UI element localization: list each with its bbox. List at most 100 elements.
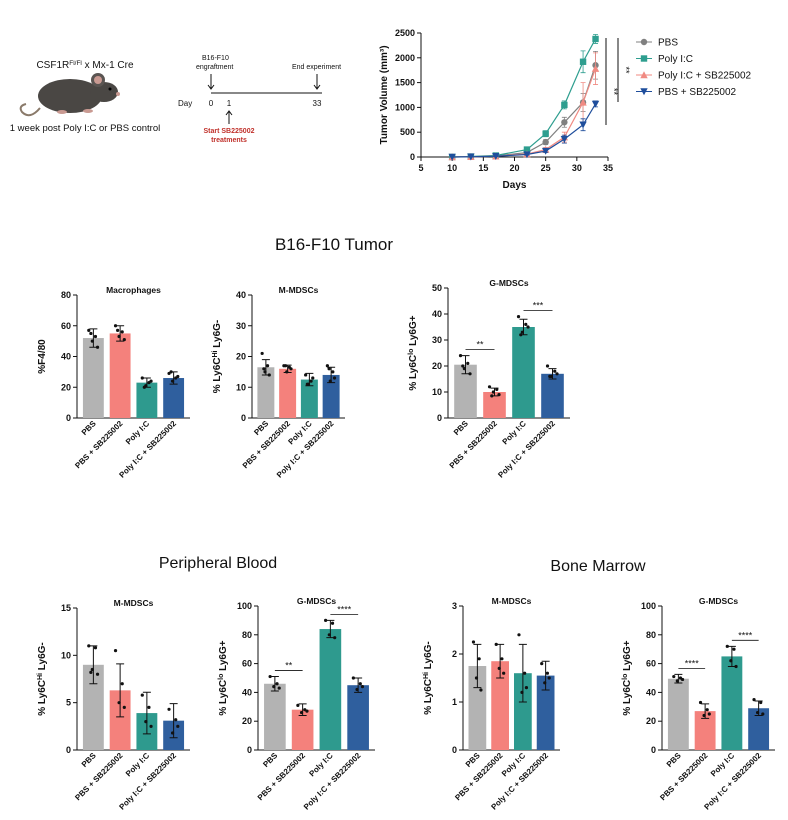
data-point xyxy=(328,379,332,383)
bar xyxy=(512,327,535,418)
significance-label: ** xyxy=(476,340,484,350)
data-point xyxy=(167,707,171,711)
y-tick-label: 20 xyxy=(432,361,442,371)
marker xyxy=(561,119,568,126)
bar xyxy=(291,709,314,750)
data-point xyxy=(333,636,337,640)
significance-label: **** xyxy=(337,604,352,614)
data-point xyxy=(309,379,313,383)
data-point xyxy=(755,710,760,715)
y-tick-label: 2 xyxy=(452,649,457,659)
data-point xyxy=(262,367,266,371)
data-point xyxy=(169,370,173,374)
data-point xyxy=(555,372,559,376)
data-point xyxy=(140,693,144,697)
data-point xyxy=(260,351,264,356)
y-tick-label: 1000 xyxy=(395,102,415,112)
y-tick-label: 0 xyxy=(410,152,415,162)
bar xyxy=(694,711,716,750)
data-point xyxy=(553,369,557,373)
y-axis-label-part: % Ly6C xyxy=(423,679,434,715)
y-axis-label-sup: Hi xyxy=(37,673,44,680)
data-point xyxy=(93,334,98,339)
y-tick-label: 0 xyxy=(437,413,442,423)
data-point xyxy=(272,685,276,689)
y-axis-label-part: Ly6G- xyxy=(423,641,434,672)
y-tick-label: 60 xyxy=(646,659,656,669)
data-point xyxy=(358,682,362,686)
data-point xyxy=(170,379,175,383)
data-point xyxy=(147,705,151,710)
bar xyxy=(483,392,506,418)
data-point xyxy=(729,659,733,663)
bar xyxy=(82,664,104,750)
chart-title: G-MDSCs xyxy=(297,596,336,606)
engraftment-label: engraftment xyxy=(196,64,233,71)
data-point xyxy=(725,644,729,648)
bar xyxy=(491,661,509,750)
series-line xyxy=(452,65,597,158)
engraftment-label: B16-F10 xyxy=(202,55,229,62)
mouse-title: CSF1RFl/Fl x Mx-1 Cre xyxy=(36,60,134,72)
y-tick-label: 10 xyxy=(236,382,246,392)
y-axis-label: % Ly6Clo Ly6G+ xyxy=(408,315,420,390)
data-point xyxy=(545,671,549,675)
marker xyxy=(492,153,500,160)
data-point xyxy=(545,364,550,368)
bar xyxy=(322,374,340,418)
data-point xyxy=(263,370,267,374)
marker xyxy=(579,98,587,106)
marker xyxy=(542,138,549,146)
bar xyxy=(347,685,369,750)
y-tick-label: 3 xyxy=(452,601,457,611)
bar xyxy=(541,373,564,418)
data-point xyxy=(117,334,121,339)
data-point xyxy=(120,682,124,686)
data-point xyxy=(149,724,153,728)
y-axis-label-sup: Hi xyxy=(423,672,430,679)
y-axis-label: % Ly6CHi Ly6G- xyxy=(423,641,435,715)
data-point xyxy=(477,657,481,661)
data-point xyxy=(140,376,144,380)
data-point xyxy=(360,685,365,689)
x-tick-label: PBS + SB225002 xyxy=(73,419,125,471)
data-point xyxy=(265,364,270,368)
y-axis-label-part: Ly6G- xyxy=(37,642,48,673)
section-title: Peripheral Blood xyxy=(159,555,277,572)
significance-label: **** xyxy=(738,630,753,640)
data-point xyxy=(495,387,499,391)
day-number: 1 xyxy=(227,99,232,108)
y-tick-label: 30 xyxy=(432,335,442,345)
bar xyxy=(109,333,131,418)
bar xyxy=(136,382,158,418)
x-tick-label: PBS + SB225002 xyxy=(256,751,308,803)
y-axis-label: % Ly6Clo Ly6G+ xyxy=(218,640,230,715)
y-axis-label-part: %F4/80 xyxy=(37,339,48,374)
data-point xyxy=(491,390,495,394)
y-axis-label-sup: lo xyxy=(408,349,415,355)
y-tick-label: 30 xyxy=(236,321,246,331)
data-point xyxy=(174,718,178,722)
data-point xyxy=(305,709,309,713)
y-tick-label: 60 xyxy=(61,321,71,331)
data-point xyxy=(500,657,504,661)
section-title: B16-F10 Tumor xyxy=(275,235,393,254)
legend-label: Poly I:C xyxy=(658,54,693,65)
data-point xyxy=(324,618,328,623)
data-point xyxy=(176,724,180,728)
x-tick-label: 10 xyxy=(447,163,457,173)
x-tick-label: PBS xyxy=(80,751,98,769)
arrow-head xyxy=(207,84,215,90)
mouse-caption: 1 week post Poly I:C or PBS control xyxy=(10,123,160,134)
data-point xyxy=(283,364,288,368)
y-axis-label-part: Ly6G+ xyxy=(408,315,419,348)
marker xyxy=(523,151,531,159)
legend-label: PBS + SB225002 xyxy=(658,87,737,98)
y-axis-label-part: Ly6G+ xyxy=(218,640,229,673)
marker xyxy=(448,153,456,161)
data-point xyxy=(122,337,126,342)
data-point xyxy=(90,667,94,672)
data-point xyxy=(479,688,483,692)
significance-label: ** xyxy=(285,661,293,671)
